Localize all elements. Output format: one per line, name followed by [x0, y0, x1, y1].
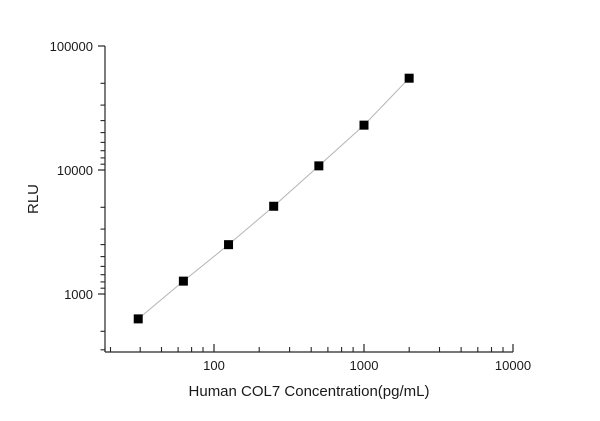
y-tick-label-1000: 1000	[64, 287, 93, 302]
data-point	[314, 161, 324, 171]
x-axis-minor-ticks	[104, 347, 504, 352]
x-tick-label-1000: 1000	[350, 358, 379, 373]
x-tick-label-10000: 10000	[495, 358, 531, 373]
y-axis-major-ticks	[98, 45, 105, 295]
data-point	[404, 73, 414, 83]
y-tick-label-10000: 10000	[57, 163, 93, 178]
data-point	[178, 276, 188, 286]
y-axis-title: RLU	[25, 184, 42, 214]
data-point	[224, 240, 234, 250]
x-axis-title: Human COL7 Concentration(pg/mL)	[189, 383, 430, 400]
data-point	[269, 201, 279, 211]
y-tick-label-100000: 100000	[50, 39, 93, 54]
series-line	[137, 77, 410, 320]
data-point	[359, 120, 369, 130]
series-markers	[133, 73, 414, 324]
x-axis-major-ticks	[213, 344, 514, 352]
x-tick-label-100: 100	[203, 358, 225, 373]
data-point	[133, 314, 143, 324]
y-axis-minor-ticks	[100, 82, 105, 351]
